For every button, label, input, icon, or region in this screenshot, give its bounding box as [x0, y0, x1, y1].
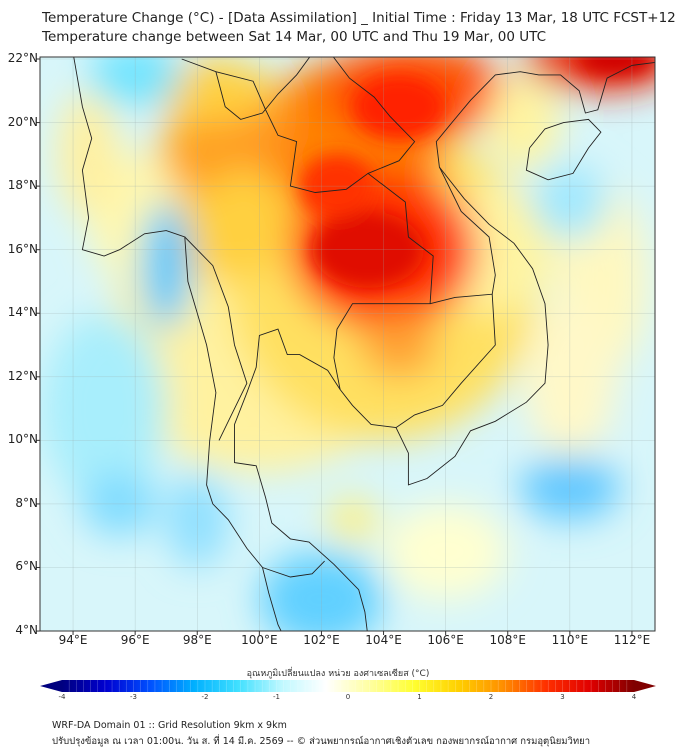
- temperature-change-map: [36, 56, 656, 635]
- temperature-blob: [141, 201, 191, 330]
- axis-ticks: [36, 58, 633, 635]
- country-border: [184, 236, 248, 441]
- map-title: Temperature Change (°C) - [Data Assimila…: [42, 10, 676, 26]
- temperature-blob: [57, 90, 120, 218]
- update-credit: ปรับปรุงข้อมูล ณ เวลา 01:00น. วัน ส. ที่…: [52, 736, 591, 747]
- temperature-blob: [327, 497, 378, 543]
- colorbar-tick: -1: [273, 693, 280, 701]
- temperature-blob: [579, 57, 654, 75]
- temperature-blob: [361, 313, 437, 377]
- lat-label: 6°N: [15, 559, 38, 574]
- temperature-blob: [150, 58, 275, 123]
- lon-label: 108°E: [489, 633, 527, 647]
- country-border: [262, 560, 325, 578]
- lon-label: 96°E: [120, 633, 150, 647]
- lon-label: 106°E: [427, 633, 464, 647]
- country-border: [395, 293, 496, 428]
- lat-label: 14°N: [7, 305, 38, 320]
- colorbar-scale: [62, 680, 634, 692]
- colorbar-max-extend: [634, 680, 656, 692]
- lat-label: 16°N: [7, 241, 38, 256]
- temperature-blob: [352, 74, 446, 139]
- lon-label: 102°E: [303, 633, 340, 647]
- lon-label: 110°E: [551, 633, 589, 647]
- colorbar-tick: 2: [488, 693, 494, 701]
- lat-label: 10°N: [7, 432, 38, 447]
- colorbar-tick: -4: [58, 693, 66, 701]
- country-border: [332, 57, 416, 174]
- coastline: [234, 61, 655, 631]
- lat-label: 12°N: [7, 368, 38, 383]
- lon-label: 104°E: [365, 633, 402, 647]
- colorbar-min-extend: [40, 680, 62, 692]
- colorbar-tick: -2: [201, 693, 209, 701]
- coastline: [73, 57, 282, 631]
- coastlines-and-borders: [73, 57, 655, 631]
- colorbar-tick: 4: [631, 693, 637, 701]
- graticule: [40, 57, 655, 631]
- coastline: [525, 118, 602, 181]
- lat-label: 18°N: [7, 178, 38, 193]
- colorbar: [40, 680, 656, 692]
- lat-label: 22°N: [7, 51, 38, 65]
- map-subtitle: Temperature change between Sat 14 Mar, 0…: [42, 29, 547, 45]
- colorbar-tick: -3: [130, 693, 137, 701]
- colorbar-tick: 0: [345, 693, 351, 701]
- lon-label: 98°E: [182, 633, 212, 647]
- lat-label: 20°N: [7, 114, 38, 129]
- colorbar-tick: 1: [417, 693, 422, 701]
- lon-label: 100°E: [241, 633, 278, 647]
- model-info: WRF-DA Domain 01 :: Grid Resolution 9km …: [52, 720, 287, 731]
- country-border: [215, 57, 311, 120]
- lon-label: 94°E: [58, 633, 88, 647]
- colorbar-label: อุณหภูมิเปลี่ยนแปลง หน่วย องศาเซลเซียส (…: [246, 669, 430, 679]
- country-border: [438, 166, 496, 295]
- lat-label: 4°N: [15, 623, 38, 638]
- colorbar-tick: 3: [560, 693, 565, 701]
- map-frame: [39, 56, 656, 632]
- lat-label: 8°N: [15, 495, 38, 510]
- lon-label: 112°E: [613, 633, 651, 647]
